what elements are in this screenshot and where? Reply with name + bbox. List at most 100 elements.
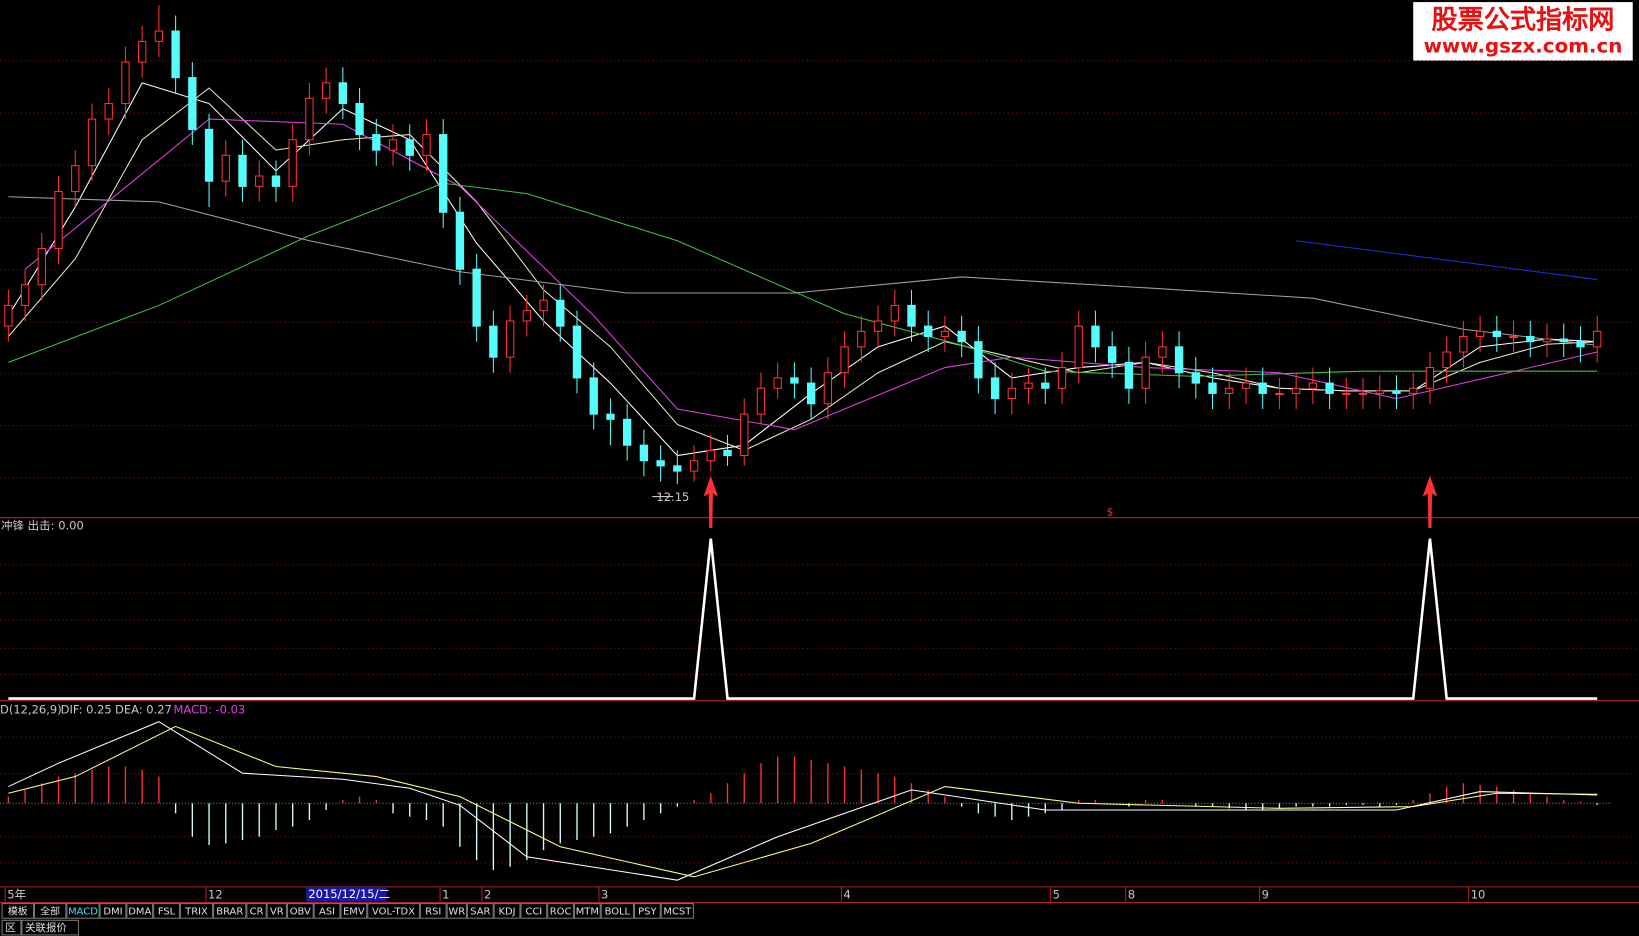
candle-body xyxy=(940,330,950,338)
toolbar-tab-box xyxy=(660,903,694,919)
signal-arrow xyxy=(703,475,719,529)
candle-body xyxy=(1041,382,1050,389)
candle-body xyxy=(1191,372,1200,384)
toolbar-tab[interactable]: MTM xyxy=(576,906,599,917)
candle-body xyxy=(1124,361,1134,389)
toolbar-tab[interactable]: ASI xyxy=(319,906,335,917)
toolbar-tab-box xyxy=(286,903,314,919)
toolbar-tab[interactable]: TRIX xyxy=(184,906,208,917)
candle-body xyxy=(1158,346,1167,358)
toolbar-tab-box xyxy=(520,903,548,919)
ma-line xyxy=(8,196,1598,346)
x-tick-label: 9 xyxy=(1262,888,1269,902)
toolbar-tab-box xyxy=(633,903,661,919)
x-tick-label: 2 xyxy=(484,888,491,902)
candle-body xyxy=(1141,356,1150,389)
toolbar-tab-box xyxy=(600,903,634,919)
candle-body xyxy=(572,325,582,379)
toolbar-tab[interactable]: CR xyxy=(250,906,264,917)
candle-body xyxy=(1593,330,1602,348)
toolbar-tab[interactable]: DMI xyxy=(103,906,122,917)
toolbar-tab[interactable]: PSY xyxy=(638,906,657,917)
candle-body xyxy=(405,139,414,156)
x-tick-label: 5 xyxy=(1053,888,1060,902)
toolbar-tab[interactable]: RSI xyxy=(425,906,441,917)
candle-body xyxy=(422,134,431,156)
toolbar-tab[interactable]: DMA xyxy=(128,906,151,917)
candle-body xyxy=(974,341,983,379)
toolbar-tab[interactable]: VR xyxy=(270,906,284,917)
candle-body xyxy=(255,175,264,187)
candle-body xyxy=(204,128,214,182)
candle-body xyxy=(1007,387,1017,400)
candle-body xyxy=(773,377,782,389)
ma-line xyxy=(1296,240,1598,281)
toolbar-tab[interactable]: KDJ xyxy=(499,906,516,917)
candle-body xyxy=(823,372,833,405)
candle-body xyxy=(505,320,515,358)
status-item: 关联报价 xyxy=(25,921,67,934)
candle-body xyxy=(1542,338,1552,343)
toolbar-tab-box xyxy=(126,903,154,919)
x-tick-label: 5年 xyxy=(7,888,26,902)
toolbar-tab[interactable]: 模板 xyxy=(8,904,28,917)
toolbar-tab-box xyxy=(419,903,447,919)
candle-body xyxy=(1576,341,1585,348)
toolbar-tab[interactable]: SAR xyxy=(470,906,490,917)
candle-body xyxy=(556,299,565,327)
candle-body xyxy=(238,154,247,187)
candle-body xyxy=(388,139,398,151)
candle-body xyxy=(54,191,63,250)
candle-body xyxy=(137,40,147,63)
toolbar-tab-box xyxy=(246,903,267,919)
candle-body xyxy=(1174,346,1184,374)
candle-body xyxy=(1308,382,1318,389)
status-box xyxy=(1,919,22,936)
toolbar-tab[interactable]: VOL-TDX xyxy=(372,906,415,917)
toolbar-tab[interactable]: ROC xyxy=(550,906,572,917)
toolbar-tab[interactable]: WR xyxy=(448,906,465,917)
candle-body xyxy=(455,211,465,270)
macd-line xyxy=(8,721,1598,881)
toolbar-tab[interactable]: FSL xyxy=(158,906,176,917)
candle-body xyxy=(606,413,615,420)
candle-body xyxy=(1492,330,1502,338)
toolbar-tab[interactable]: 全部 xyxy=(40,904,60,917)
candle-body xyxy=(873,320,883,332)
candle-body xyxy=(271,175,281,187)
toolbar-tab-box xyxy=(547,903,574,919)
watermark-title: 股票公式指标网 xyxy=(1432,5,1615,35)
candle-body xyxy=(639,444,649,462)
candle-body xyxy=(656,460,665,467)
signal-arrow xyxy=(1422,475,1438,529)
dif-label: DIF: 0.25 xyxy=(61,703,112,717)
candle-body xyxy=(1325,382,1334,394)
toolbar-tab-box xyxy=(493,903,521,919)
toolbar-tab[interactable]: BOLL xyxy=(605,906,631,917)
candle-body xyxy=(1342,392,1351,396)
toolbar-tab[interactable]: MACD xyxy=(68,906,98,917)
candle-body xyxy=(321,82,331,99)
candle-body xyxy=(907,304,916,327)
candle-body xyxy=(673,465,682,472)
candle-body xyxy=(37,247,46,286)
status-box xyxy=(21,919,79,936)
candle-body xyxy=(188,77,197,130)
toolbar-tab[interactable]: BRAR xyxy=(216,906,243,917)
candle-body xyxy=(1074,325,1083,369)
toolbar-tab[interactable]: CCI xyxy=(525,906,542,917)
candle-body xyxy=(20,284,30,306)
candle-body xyxy=(1024,382,1033,389)
toolbar-tab-box xyxy=(213,903,247,919)
candle-body xyxy=(1375,390,1384,394)
watermark-url: www.gszx.com.cn xyxy=(1424,35,1623,58)
toolbar-tab[interactable]: MCST xyxy=(663,906,692,917)
candle-body xyxy=(1091,325,1100,348)
candle-body xyxy=(1241,382,1251,389)
toolbar-tab[interactable]: OBV xyxy=(290,906,311,917)
toolbar-tab[interactable]: EMV xyxy=(343,906,365,917)
toolbar-tab-box xyxy=(153,903,180,919)
x-tick-label: 10 xyxy=(1471,888,1486,902)
